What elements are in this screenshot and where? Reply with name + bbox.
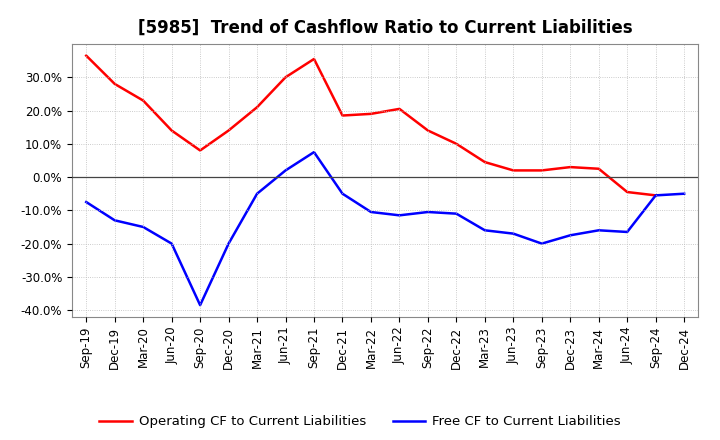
Free CF to Current Liabilities — [310, 150, 318, 155]
Operating CF to Current Liabilities — [395, 106, 404, 111]
Free CF to Current Liabilities — [253, 191, 261, 196]
Free CF to Current Liabilities — [623, 229, 631, 235]
Free CF to Current Liabilities — [282, 168, 290, 173]
Operating CF to Current Liabilities — [480, 159, 489, 165]
Free CF to Current Liabilities — [167, 241, 176, 246]
Free CF to Current Liabilities — [225, 241, 233, 246]
Operating CF to Current Liabilities — [196, 148, 204, 153]
Operating CF to Current Liabilities — [537, 168, 546, 173]
Free CF to Current Liabilities — [82, 199, 91, 205]
Free CF to Current Liabilities — [680, 191, 688, 196]
Operating CF to Current Liabilities — [423, 128, 432, 133]
Operating CF to Current Liabilities — [509, 168, 518, 173]
Free CF to Current Liabilities — [196, 303, 204, 308]
Operating CF to Current Liabilities — [652, 193, 660, 198]
Operating CF to Current Liabilities — [623, 189, 631, 194]
Line: Operating CF to Current Liabilities: Operating CF to Current Liabilities — [86, 55, 656, 195]
Free CF to Current Liabilities — [366, 209, 375, 215]
Free CF to Current Liabilities — [480, 227, 489, 233]
Operating CF to Current Liabilities — [595, 166, 603, 172]
Operating CF to Current Liabilities — [167, 128, 176, 133]
Free CF to Current Liabilities — [566, 233, 575, 238]
Operating CF to Current Liabilities — [338, 113, 347, 118]
Free CF to Current Liabilities — [338, 191, 347, 196]
Operating CF to Current Liabilities — [253, 105, 261, 110]
Operating CF to Current Liabilities — [452, 141, 461, 147]
Free CF to Current Liabilities — [509, 231, 518, 236]
Title: [5985]  Trend of Cashflow Ratio to Current Liabilities: [5985] Trend of Cashflow Ratio to Curren… — [138, 19, 632, 37]
Free CF to Current Liabilities — [452, 211, 461, 216]
Free CF to Current Liabilities — [110, 218, 119, 223]
Free CF to Current Liabilities — [423, 209, 432, 215]
Operating CF to Current Liabilities — [366, 111, 375, 117]
Free CF to Current Liabilities — [395, 213, 404, 218]
Free CF to Current Liabilities — [595, 227, 603, 233]
Free CF to Current Liabilities — [652, 193, 660, 198]
Free CF to Current Liabilities — [537, 241, 546, 246]
Operating CF to Current Liabilities — [310, 56, 318, 62]
Free CF to Current Liabilities — [139, 224, 148, 230]
Legend: Operating CF to Current Liabilities, Free CF to Current Liabilities: Operating CF to Current Liabilities, Fre… — [94, 410, 626, 433]
Operating CF to Current Liabilities — [282, 75, 290, 80]
Operating CF to Current Liabilities — [566, 165, 575, 170]
Operating CF to Current Liabilities — [139, 98, 148, 103]
Operating CF to Current Liabilities — [82, 53, 91, 58]
Operating CF to Current Liabilities — [225, 128, 233, 133]
Operating CF to Current Liabilities — [110, 81, 119, 87]
Line: Free CF to Current Liabilities: Free CF to Current Liabilities — [86, 152, 684, 305]
